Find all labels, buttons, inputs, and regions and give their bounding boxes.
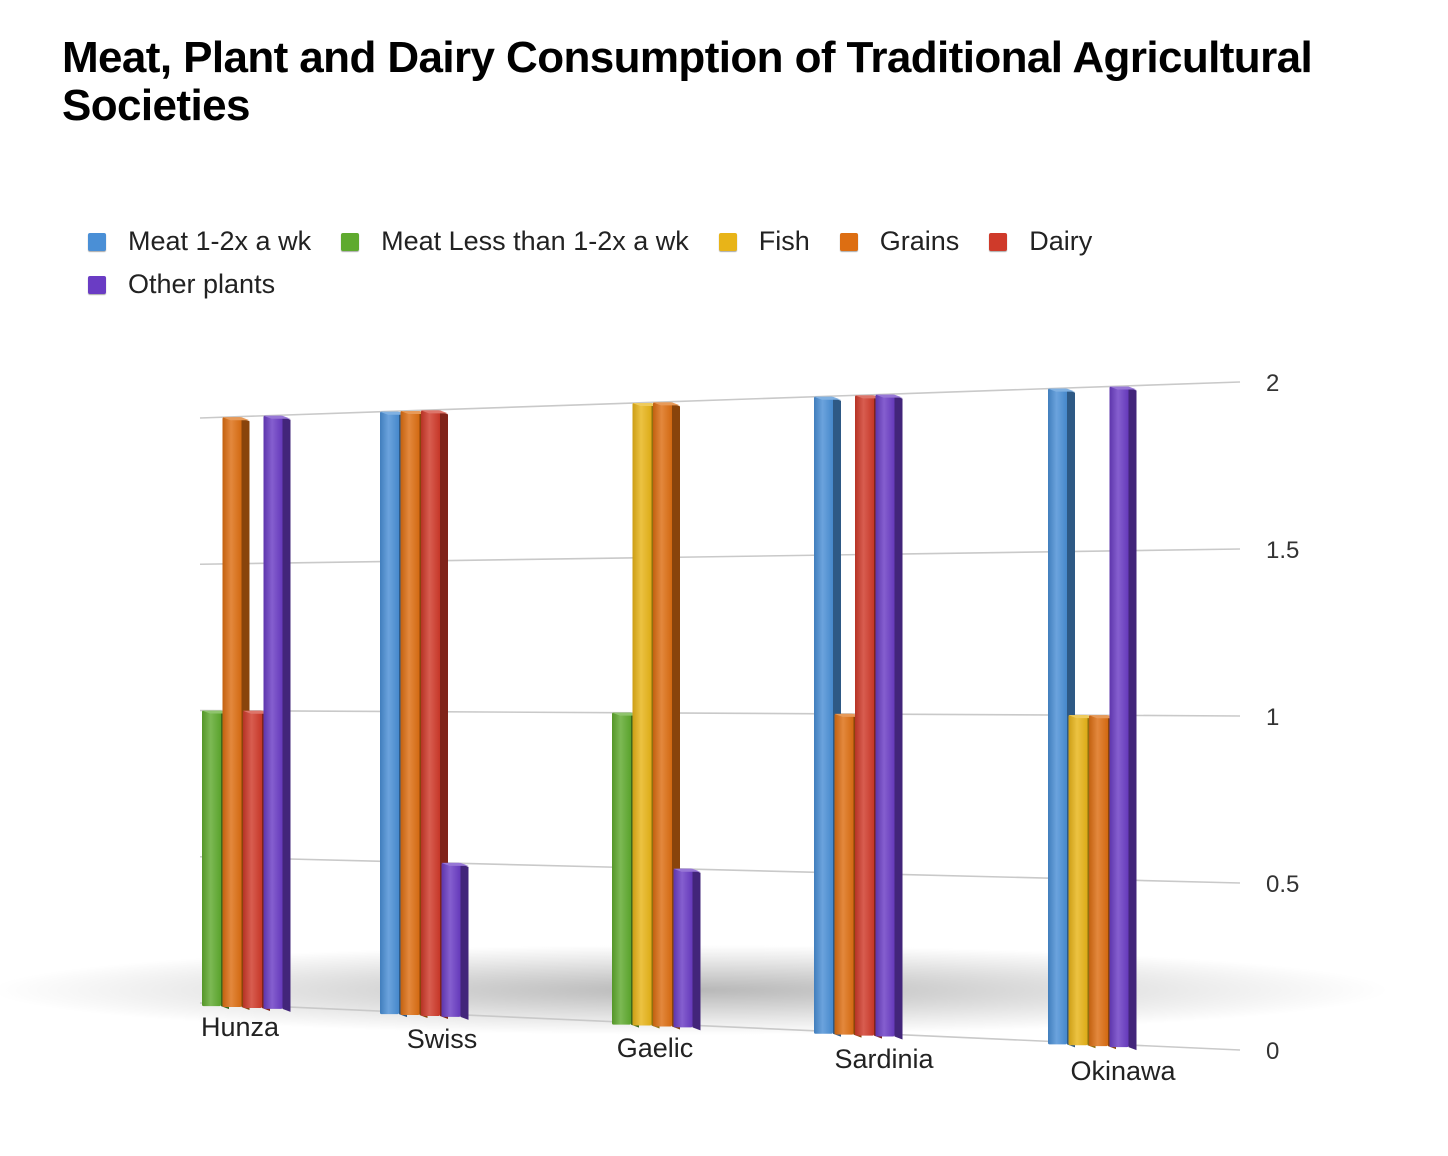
bar-top [632, 403, 660, 407]
bar-top [441, 862, 469, 866]
y-tick-label: 2 [1266, 370, 1279, 397]
legend-label-grains: Grains [879, 226, 960, 256]
bar-top [202, 710, 229, 714]
legend-item-dairy: Dairy [989, 226, 1092, 257]
legend-swatch-meat-weekly [88, 232, 106, 251]
bar-sardinia-dairy [855, 395, 874, 1036]
bar-top [1068, 715, 1096, 719]
legend-swatch-fish [718, 232, 737, 251]
bar-side [282, 416, 291, 1012]
bar-side [460, 863, 469, 1020]
y-tick-label: 1.5 [1266, 537, 1299, 564]
bar-gaelic-fish [632, 403, 652, 1026]
bar-okinawa-meat-1-2x-a-wk [1048, 388, 1067, 1045]
bar-top [222, 417, 250, 421]
legend-label-meat-weekly: Meat 1-2x a wk [128, 226, 312, 256]
bar-hunza-meat-less-than-1-2x-a-wk [202, 710, 221, 1007]
bar-side [692, 869, 701, 1031]
category-label-hunza: Hunza [201, 1012, 280, 1042]
bar-gaelic-grains [653, 402, 672, 1027]
bar-top [653, 402, 680, 406]
bar-side [894, 395, 903, 1040]
gridline [199, 548, 1241, 566]
category-group-gaelic [612, 402, 701, 1031]
bar-top [421, 410, 448, 414]
bar-top [1089, 715, 1116, 719]
bar-top [243, 710, 270, 714]
bar-side [1128, 387, 1137, 1051]
bar-sardinia-meat-1-2x-a-wk [814, 396, 833, 1034]
category-label-okinawa: Okinawa [1070, 1056, 1176, 1086]
category-label-sardinia: Sardinia [834, 1044, 934, 1074]
category-label-swiss: Swiss [407, 1024, 478, 1054]
bar-gaelic-meat-less-than-1-2x-a-wk [612, 712, 631, 1025]
bar-top [834, 713, 862, 717]
bar-okinawa-other-plants [1109, 386, 1129, 1048]
legend-label-meat-less: Meat Less than 1-2x a wk [381, 226, 689, 256]
category-group-swiss [380, 410, 469, 1020]
bar-swiss-meat-1-2x-a-wk [380, 411, 399, 1015]
bar-sardinia-other-plants [875, 394, 895, 1037]
legend-swatch-dairy [989, 232, 1008, 251]
bar-swiss-other-plants [441, 862, 461, 1017]
legend-label-dairy: Dairy [1029, 226, 1093, 256]
legend-item-meat-weekly: Meat 1-2x a wk [88, 226, 311, 257]
y-axis-ticks: 0 0.5 1 1.5 2 [1266, 370, 1299, 1065]
y-tick-label: 1 [1266, 704, 1279, 731]
bar-swiss-grains [400, 411, 420, 1016]
bar-top [400, 411, 428, 415]
gridline [199, 381, 1241, 419]
legend-label-fish: Fish [758, 226, 810, 256]
bar-gaelic-other-plants [673, 868, 693, 1028]
legend-swatch-other-plants [88, 275, 106, 294]
y-tick-label: 0 [1266, 1038, 1279, 1065]
bar-top [855, 395, 882, 399]
bar-top [380, 411, 407, 415]
bar-okinawa-fish [1068, 715, 1088, 1046]
legend-swatch-meat-less [341, 232, 360, 251]
bar-okinawa-grains [1089, 715, 1108, 1047]
chart-legend: Meat 1-2x a wk Meat Less than 1-2x a wk … [88, 226, 1268, 300]
bar-top [673, 868, 701, 872]
category-labels: Hunza Swiss Gaelic Sardinia Okinawa [201, 1012, 1177, 1086]
bar-hunza-dairy [243, 710, 262, 1008]
legend-item-grains: Grains [839, 226, 960, 257]
category-group-sardinia [814, 394, 903, 1040]
category-group-okinawa [1048, 386, 1137, 1051]
bars [202, 386, 1137, 1051]
y-tick-label: 0.5 [1266, 871, 1299, 898]
legend-swatch-grains [839, 232, 858, 251]
bar-top [875, 394, 903, 398]
bar-top [1048, 388, 1075, 392]
legend-item-fish: Fish [718, 226, 810, 257]
legend-label-other-plants: Other plants [128, 269, 276, 299]
bar-top [263, 415, 291, 419]
chart-title: Meat, Plant and Dairy Consumption of Tra… [62, 33, 1313, 130]
category-group-hunza [202, 415, 291, 1012]
category-label-gaelic: Gaelic [617, 1033, 694, 1063]
bar-top [1109, 386, 1137, 390]
bar-hunza-other-plants [263, 415, 283, 1009]
bar-swiss-dairy [421, 410, 440, 1016]
bar-hunza-grains [222, 417, 242, 1008]
legend-item-meat-less: Meat Less than 1-2x a wk [341, 226, 689, 257]
bar-top [814, 396, 841, 400]
bar-sardinia-grains [834, 713, 854, 1035]
legend-item-other-plants: Other plants [88, 269, 275, 300]
bar-top [612, 712, 639, 716]
